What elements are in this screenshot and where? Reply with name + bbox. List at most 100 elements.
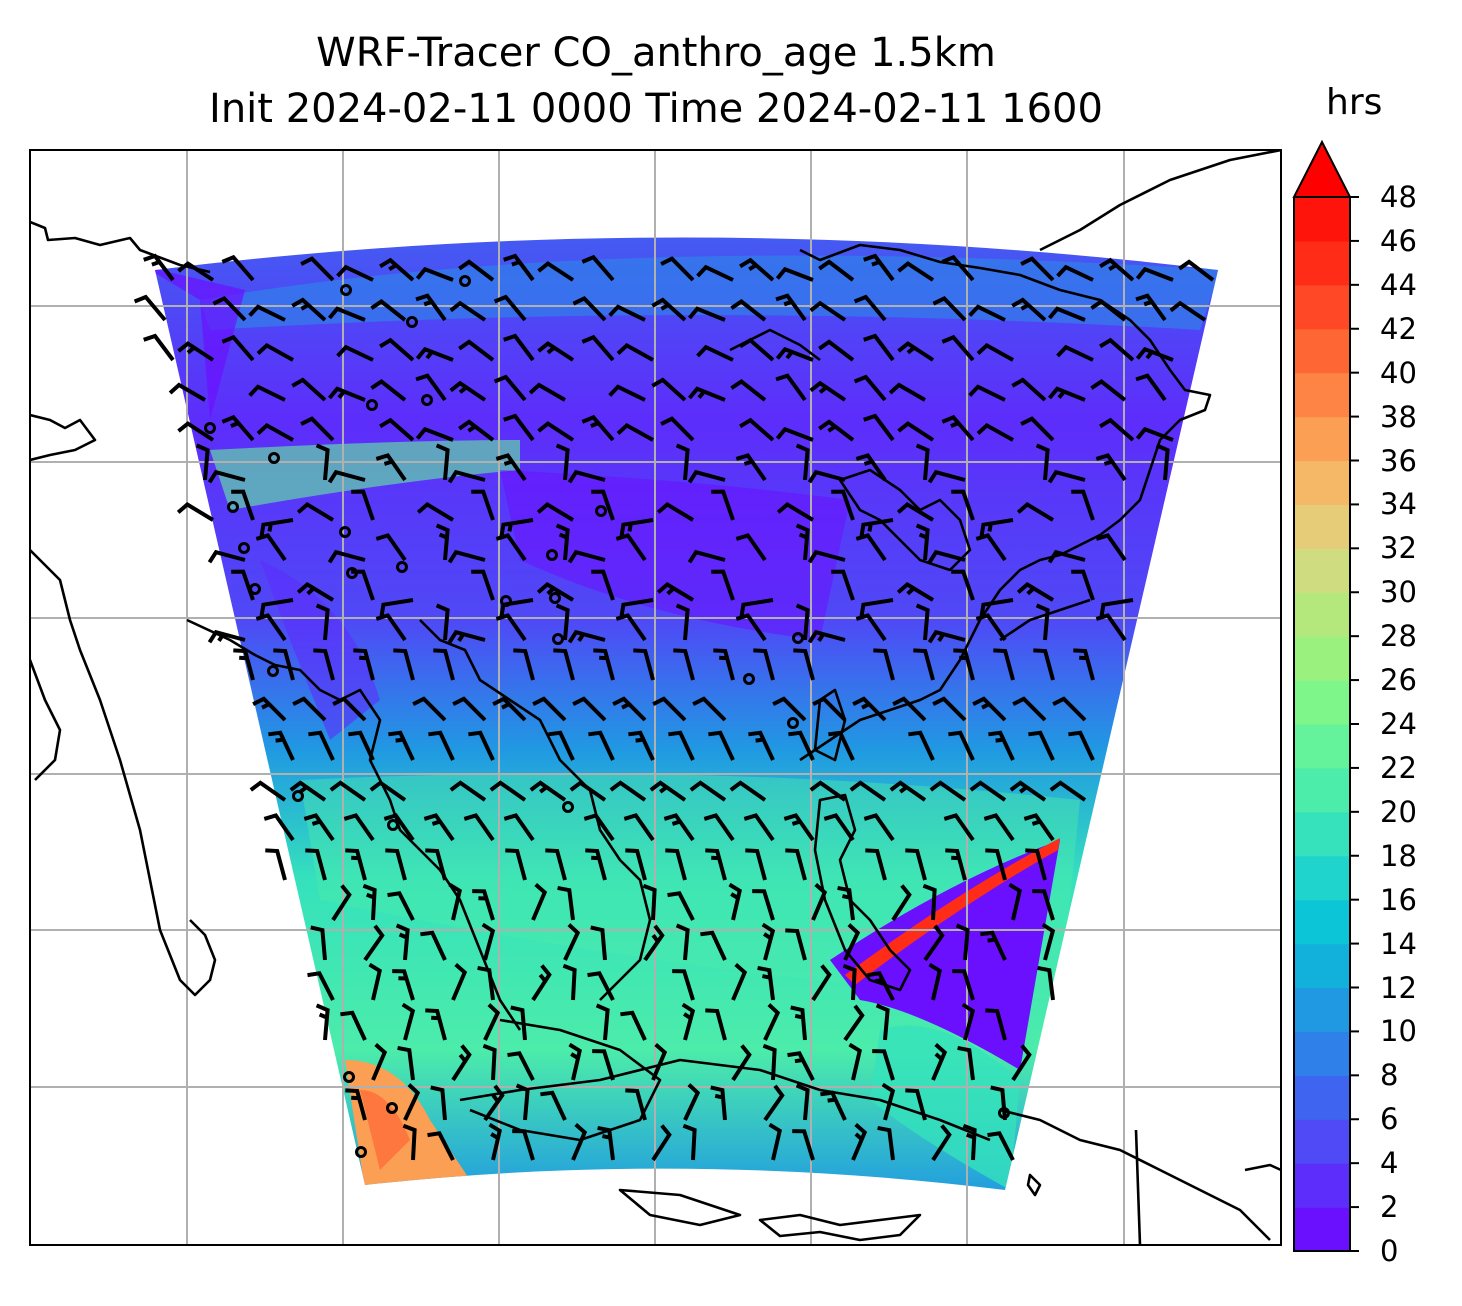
- wind-barb: [748, 730, 775, 761]
- wind-barb: [793, 648, 815, 681]
- wind-barb: [768, 1122, 782, 1161]
- wind-barb: [728, 882, 742, 921]
- colorbar-tick-label: 2: [1380, 1190, 1399, 1225]
- wind-barb: [252, 696, 287, 722]
- colorbar-tick-label: 30: [1380, 575, 1417, 610]
- wind-barb: [745, 848, 767, 881]
- wind-barb: [143, 333, 175, 362]
- wind-barb: [503, 333, 535, 362]
- wind-barb: [369, 780, 407, 802]
- wind-barb: [379, 257, 415, 282]
- wind-barb: [682, 1123, 697, 1161]
- wind-barb: [1099, 417, 1135, 442]
- wind-barb: [842, 963, 857, 1001]
- colorbar-segment: [1294, 1207, 1350, 1252]
- wind-barb: [922, 883, 937, 921]
- wind-barb: [296, 582, 335, 602]
- wind-barb: [499, 518, 534, 537]
- wind-barb: [763, 1003, 781, 1041]
- wind-barb: [468, 730, 495, 761]
- colorbar-tick-label: 20: [1380, 794, 1417, 829]
- wind-barb: [553, 648, 575, 681]
- colorbar-tick-label: 24: [1380, 707, 1417, 741]
- wind-barb: [795, 443, 810, 481]
- colorbar-tick-label: 16: [1380, 882, 1417, 917]
- coastlines: [30, 150, 1281, 1245]
- wind-barb: [505, 848, 527, 881]
- wind-barb: [529, 780, 567, 802]
- wind-barb: [1023, 813, 1055, 842]
- wind-barb: [379, 598, 414, 617]
- wind-barb: [555, 523, 570, 561]
- wind-barb: [735, 533, 767, 562]
- wind-barb: [711, 489, 735, 521]
- wind-barb: [493, 294, 527, 322]
- wind-barb: [897, 421, 935, 442]
- wind-barb: [385, 848, 407, 881]
- wind-barb: [392, 969, 415, 1001]
- wind-barb: [1068, 730, 1095, 761]
- wind-barb: [327, 306, 366, 322]
- wind-barb: [435, 603, 450, 641]
- colorbar-tick-label: 14: [1380, 926, 1417, 961]
- wind-barb: [952, 969, 975, 1001]
- wind-barb: [495, 533, 527, 562]
- wind-barb: [713, 648, 735, 681]
- colorbar-extend-arrow: [1292, 139, 1352, 198]
- wind-barb: [471, 569, 495, 601]
- wind-barb: [979, 598, 1014, 617]
- wind-barb: [259, 518, 294, 537]
- wind-barb: [675, 443, 690, 481]
- wind-barb: [711, 569, 735, 601]
- wind-barb: [620, 1010, 647, 1041]
- wind-barb: [343, 813, 375, 842]
- wind-barb: [979, 518, 1014, 537]
- wind-barb: [572, 696, 607, 722]
- wind-barb: [785, 928, 807, 961]
- wind-barb: [207, 629, 246, 644]
- wind-barb: [889, 780, 927, 802]
- wind-barb: [415, 266, 454, 282]
- wind-barb: [430, 1085, 447, 1121]
- colorbar-segment: [1294, 1163, 1350, 1208]
- wind-barb: [623, 813, 655, 842]
- wind-barb: [177, 421, 215, 442]
- wind-barb: [315, 443, 330, 481]
- wind-barb: [195, 443, 210, 481]
- wind-barb: [1090, 379, 1127, 402]
- wind-barb: [891, 884, 912, 922]
- wind-barb: [1012, 696, 1047, 722]
- wind-barb: [568, 1042, 582, 1081]
- wind-barb: [493, 374, 527, 402]
- wind-barb: [785, 848, 807, 881]
- wind-barb: [987, 1131, 1015, 1161]
- wind-barb: [315, 603, 330, 641]
- wind-barb: [731, 962, 748, 1001]
- wind-barb: [692, 696, 727, 722]
- wind-barb: [872, 1049, 895, 1081]
- wind-barb: [345, 848, 367, 881]
- colorbar-segment: [1294, 680, 1350, 725]
- wind-barb: [731, 1044, 752, 1082]
- wind-barb: [593, 648, 615, 681]
- wind-barb: [865, 848, 887, 881]
- colorbar-segment: [1294, 372, 1350, 418]
- wind-barb: [651, 1124, 672, 1162]
- wind-barb: [177, 341, 215, 362]
- wind-barb: [291, 297, 327, 322]
- wind-barb: [831, 569, 855, 601]
- colorbar-tick-label: 10: [1380, 1014, 1417, 1049]
- wind-barb: [975, 533, 1007, 562]
- wind-barb: [507, 1051, 535, 1081]
- wind-barb: [851, 1122, 868, 1161]
- wind-barb: [332, 696, 367, 722]
- colorbar-tick-label: 18: [1380, 838, 1417, 873]
- wind-barb: [729, 780, 767, 802]
- wind-barb: [379, 337, 415, 362]
- wind-barb: [313, 648, 335, 681]
- wind-barb: [775, 266, 814, 282]
- colorbar-segment: [1294, 811, 1350, 857]
- wind-barb: [795, 1083, 810, 1121]
- wind-barb: [259, 598, 294, 617]
- wind-barb: [673, 648, 695, 681]
